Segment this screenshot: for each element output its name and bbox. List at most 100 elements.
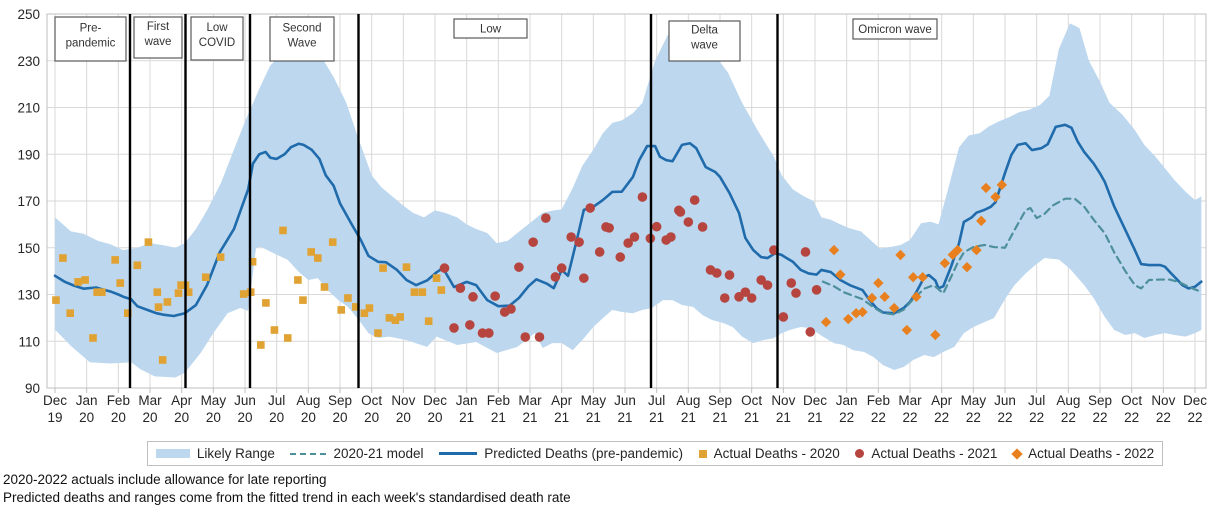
svg-text:wave: wave	[690, 40, 718, 52]
svg-text:Jul: Jul	[648, 393, 665, 408]
svg-text:Nov: Nov	[391, 393, 415, 408]
legend-item-actual-2022: Actual Deaths - 2022	[1011, 446, 1155, 461]
actual-2020-swatch-icon	[698, 449, 707, 458]
svg-text:Nov: Nov	[1151, 393, 1175, 408]
phase-label-box: Pre-pandemic	[54, 16, 127, 62]
svg-text:Jun: Jun	[234, 393, 256, 408]
svg-text:Jan: Jan	[836, 393, 858, 408]
svg-text:21: 21	[649, 410, 664, 425]
svg-text:22: 22	[1124, 410, 1139, 425]
footnote-line-2: Predicted deaths and ranges come from th…	[3, 490, 571, 505]
svg-text:21: 21	[807, 410, 822, 425]
svg-text:20: 20	[364, 410, 379, 425]
svg-text:190: 190	[17, 147, 40, 162]
svg-text:20: 20	[79, 410, 94, 425]
svg-text:Aug: Aug	[1056, 393, 1080, 408]
svg-text:21: 21	[491, 410, 506, 425]
svg-text:Sep: Sep	[328, 393, 352, 408]
svg-text:May: May	[961, 393, 987, 408]
footnotes: 2020-2022 actuals include allowance for …	[3, 471, 571, 507]
scatter-2020	[52, 226, 446, 364]
svg-text:20: 20	[332, 410, 347, 425]
predicted-deaths-swatch-icon	[439, 452, 478, 455]
svg-text:Aug: Aug	[676, 393, 700, 408]
svg-text:21: 21	[586, 410, 601, 425]
model-2020-21-swatch-icon	[290, 452, 327, 455]
svg-text:22: 22	[871, 410, 886, 425]
likely-range-band	[55, 23, 1202, 378]
svg-text:Oct: Oct	[1121, 393, 1142, 408]
phase-label-box: Low	[453, 18, 528, 39]
legend-label: Actual Deaths - 2022	[1028, 446, 1155, 461]
svg-text:20: 20	[206, 410, 221, 425]
svg-text:22: 22	[839, 410, 854, 425]
legend-label: Likely Range	[196, 446, 275, 461]
svg-text:22: 22	[966, 410, 981, 425]
svg-text:22: 22	[1092, 410, 1107, 425]
svg-text:Dec: Dec	[1183, 393, 1207, 408]
svg-text:Mar: Mar	[518, 393, 542, 408]
svg-text:Jan: Jan	[76, 393, 98, 408]
phase-label-box: Low COVID	[190, 16, 244, 61]
legend-item-likely-range: Likely Range	[155, 446, 275, 461]
svg-text:21: 21	[522, 410, 537, 425]
svg-text:21: 21	[554, 410, 569, 425]
svg-text:Sep: Sep	[708, 393, 732, 408]
legend-label: 2020-21 model	[333, 446, 424, 461]
svg-text:22: 22	[1156, 410, 1171, 425]
svg-text:20: 20	[237, 410, 252, 425]
svg-text:22: 22	[1029, 410, 1044, 425]
svg-text:22: 22	[997, 410, 1012, 425]
svg-text:Aug: Aug	[296, 393, 320, 408]
svg-text:Apr: Apr	[171, 393, 193, 408]
svg-text:20: 20	[111, 410, 126, 425]
phase-label-box: Delta wave	[668, 20, 741, 62]
legend-item-predicted-deaths: Predicted Deaths (pre-pandemic)	[439, 446, 683, 461]
scatter-2022	[820, 179, 1008, 341]
svg-text:Jul: Jul	[268, 393, 285, 408]
svg-text:170: 170	[17, 194, 40, 209]
svg-text:Low: Low	[206, 22, 228, 34]
svg-text:Oct: Oct	[741, 393, 762, 408]
svg-text:250: 250	[17, 7, 40, 22]
svg-text:Second: Second	[282, 23, 321, 35]
svg-text:19: 19	[47, 410, 62, 425]
legend-item-actual-2020: Actual Deaths - 2020	[698, 446, 840, 461]
svg-text:Apr: Apr	[551, 393, 573, 408]
svg-text:20: 20	[427, 410, 442, 425]
svg-text:210: 210	[17, 101, 40, 116]
svg-text:Feb: Feb	[867, 393, 890, 408]
likely-range-swatch-icon	[155, 449, 190, 458]
svg-text:Pre-: Pre-	[80, 23, 102, 35]
svg-text:Apr: Apr	[931, 393, 953, 408]
svg-text:20: 20	[174, 410, 189, 425]
legend-label: Actual Deaths - 2021	[871, 446, 998, 461]
svg-text:21: 21	[744, 410, 759, 425]
svg-text:Dec: Dec	[423, 393, 447, 408]
scatter-2021	[439, 192, 822, 342]
svg-text:Oct: Oct	[361, 393, 382, 408]
svg-text:230: 230	[17, 54, 40, 69]
svg-text:22: 22	[1061, 410, 1076, 425]
svg-text:pandemic: pandemic	[66, 38, 116, 50]
svg-text:Delta: Delta	[691, 25, 718, 37]
svg-text:90: 90	[25, 381, 40, 396]
legend-item-actual-2021: Actual Deaths - 2021	[855, 446, 997, 461]
svg-text:Dec: Dec	[43, 393, 67, 408]
svg-text:22: 22	[934, 410, 949, 425]
predicted-deaths-line	[53, 123, 1203, 318]
svg-text:20: 20	[142, 410, 157, 425]
actual-2022-swatch-icon	[1011, 447, 1023, 460]
svg-text:May: May	[201, 393, 227, 408]
chart-legend: Likely Range 2020-21 model Predicted Death…	[147, 441, 1163, 466]
svg-text:Nov: Nov	[771, 393, 795, 408]
svg-text:Dec: Dec	[803, 393, 827, 408]
svg-text:22: 22	[1187, 410, 1202, 425]
svg-text:Jul: Jul	[1028, 393, 1045, 408]
svg-text:21: 21	[681, 410, 696, 425]
svg-text:130: 130	[17, 288, 40, 303]
svg-text:COVID: COVID	[199, 37, 235, 49]
phase-label-box: First wave	[133, 16, 183, 59]
